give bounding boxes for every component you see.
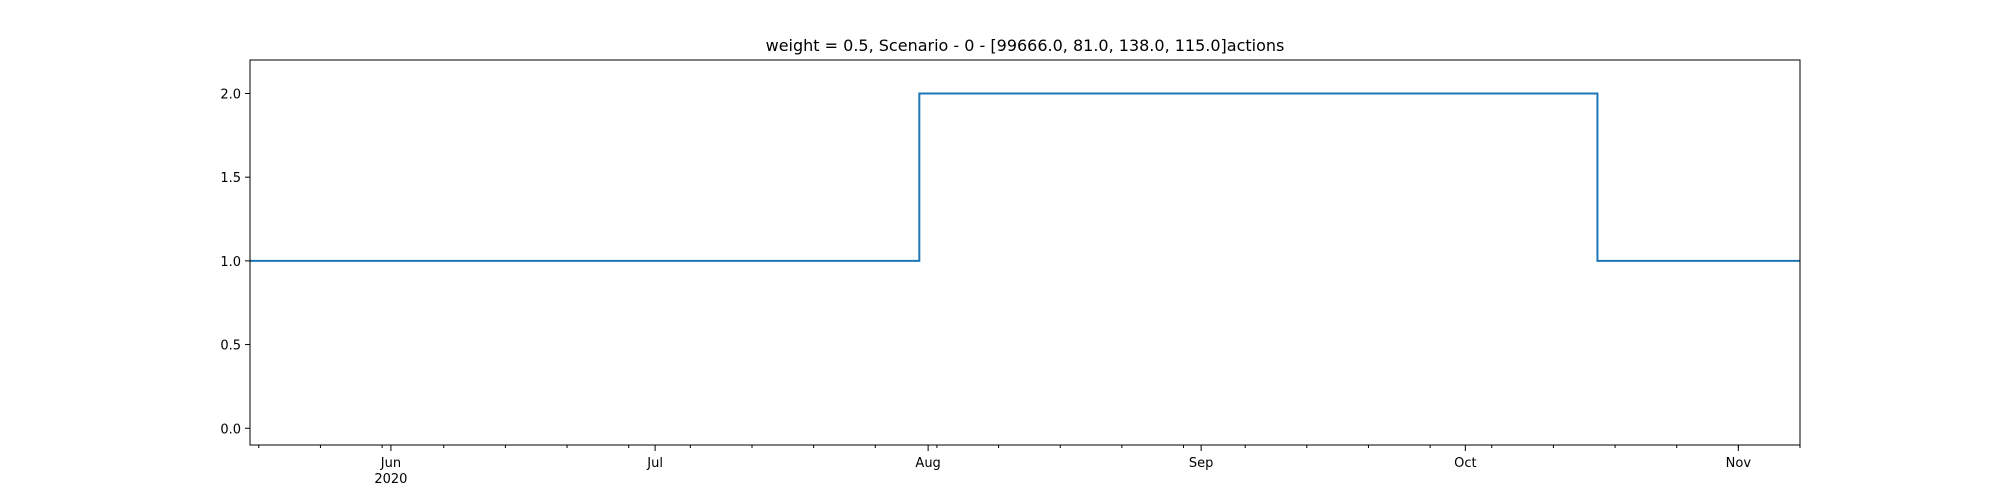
chart-title: weight = 0.5, Scenario - 0 - [99666.0, 8…: [766, 36, 1285, 55]
x-tick-sublabel: 2020: [374, 472, 407, 487]
series-line: [250, 92, 1800, 262]
x-tick-label: Sep: [1189, 456, 1214, 471]
series-layer: [250, 92, 1800, 262]
plot-frame: [249, 59, 1801, 446]
y-tick-label: 1.5: [220, 171, 241, 186]
y-tick-label: 2.0: [220, 87, 241, 102]
x-tick-label: Jul: [646, 456, 663, 471]
x-tick-label: Nov: [1726, 456, 1752, 471]
y-tick-label: 0.5: [220, 339, 241, 354]
y-tick-label: 1.0: [220, 255, 241, 270]
y-tick-label: 0.0: [220, 422, 241, 437]
x-tick-label: Jun: [380, 456, 401, 471]
x-tick-label: Oct: [1454, 456, 1476, 471]
x-tick-label: Aug: [915, 456, 940, 471]
